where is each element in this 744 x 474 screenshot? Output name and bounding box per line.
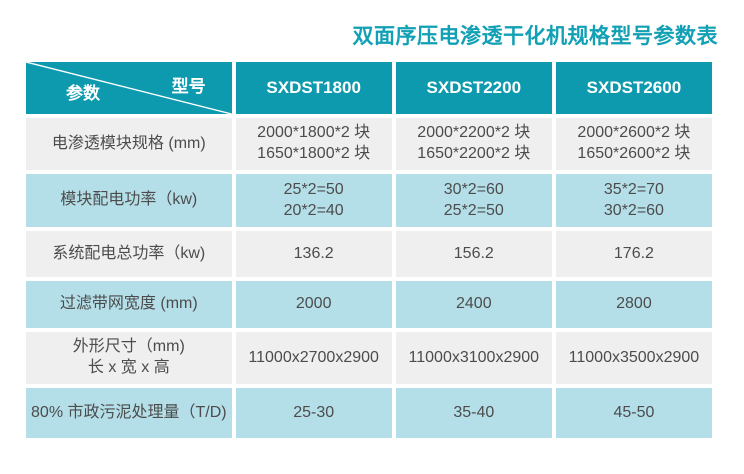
- value-cell: 2000*1800*2 块 1650*1800*2 块: [235, 118, 392, 170]
- column-header-sxdst1800: SXDST1800: [235, 62, 392, 114]
- value-cell: 11000x2700x2900: [235, 332, 392, 384]
- table-row: 电渗透模块规格 (mm) 2000*1800*2 块 1650*1800*2 块…: [26, 118, 712, 170]
- value-cell: 176.2: [555, 231, 712, 277]
- corner-header-cell: 参数 型号: [26, 62, 232, 114]
- value-cell: 25*2=50 20*2=40: [235, 174, 392, 227]
- row-label: 电渗透模块规格 (mm): [26, 118, 232, 170]
- spec-table: 参数 型号 SXDST1800 SXDST2200 SXDST2600 电渗透模…: [22, 58, 716, 442]
- row-label: 过滤带网宽度 (mm): [26, 281, 232, 328]
- row-label: 外形尺寸（mm) 长 x 宽 x 高: [26, 332, 232, 384]
- page-title: 双面序压电渗透干化机规格型号参数表: [352, 25, 718, 48]
- table-row: 系统配电总功率（kw) 136.2 156.2 176.2: [26, 231, 712, 277]
- value-cell: 156.2: [395, 231, 552, 277]
- table-row: 模块配电功率（kw) 25*2=50 20*2=40 30*2=60 25*2=…: [26, 174, 712, 227]
- row-axis-label: 参数: [66, 84, 100, 103]
- row-label: 80% 市政污泥处理量（T/D): [26, 388, 232, 438]
- column-header-sxdst2600: SXDST2600: [555, 62, 712, 114]
- value-cell: 30*2=60 25*2=50: [395, 174, 552, 227]
- table-row: 80% 市政污泥处理量（T/D) 25-30 35-40 45-50: [26, 388, 712, 438]
- value-cell: 2800: [555, 281, 712, 328]
- diagonal-divider-line: [26, 62, 232, 114]
- value-cell: 35-40: [395, 388, 552, 438]
- value-cell: 11000x3500x2900: [555, 332, 712, 384]
- value-cell: 136.2: [235, 231, 392, 277]
- column-header-sxdst2200: SXDST2200: [395, 62, 552, 114]
- value-cell: 2000: [235, 281, 392, 328]
- table-row: 外形尺寸（mm) 长 x 宽 x 高 11000x2700x2900 11000…: [26, 332, 712, 384]
- value-cell: 45-50: [555, 388, 712, 438]
- table-header: 参数 型号 SXDST1800 SXDST2200 SXDST2600: [26, 62, 712, 114]
- value-cell: 2400: [395, 281, 552, 328]
- value-cell: 35*2=70 30*2=60: [555, 174, 712, 227]
- row-label: 系统配电总功率（kw): [26, 231, 232, 277]
- value-cell: 2000*2200*2 块 1650*2200*2 块: [395, 118, 552, 170]
- value-cell: 25-30: [235, 388, 392, 438]
- table-row: 过滤带网宽度 (mm) 2000 2400 2800: [26, 281, 712, 328]
- value-cell: 2000*2600*2 块 1650*2600*2 块: [555, 118, 712, 170]
- col-axis-label: 型号: [171, 77, 206, 96]
- value-cell: 11000x3100x2900: [395, 332, 552, 384]
- row-label: 模块配电功率（kw): [26, 174, 232, 227]
